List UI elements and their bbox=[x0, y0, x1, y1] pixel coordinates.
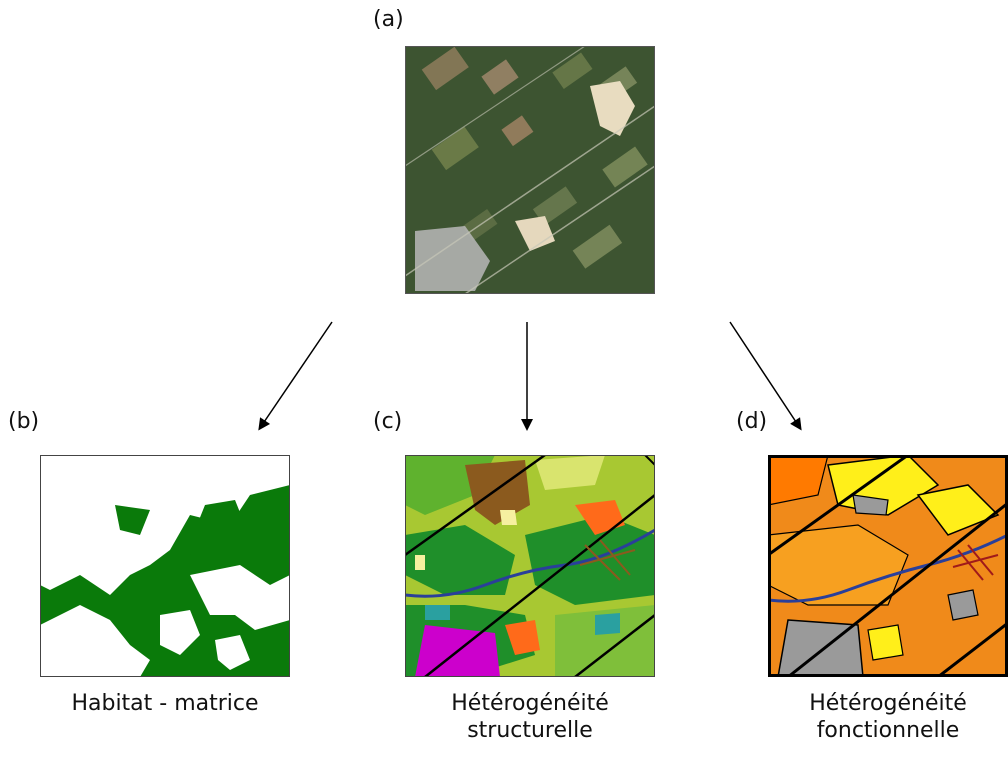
arrow-to-b bbox=[258, 321, 333, 431]
caption-b-text: Habitat - matrice bbox=[71, 691, 259, 716]
functional-heterogeneity-map bbox=[768, 455, 1008, 677]
caption-d-line2: fonctionnelle bbox=[816, 718, 960, 743]
caption-c-line1: Hétérogénéité bbox=[451, 691, 609, 716]
caption-c: Hétérogénéité structurelle bbox=[405, 690, 655, 744]
habitat-matrix-map bbox=[40, 455, 290, 677]
panel-label-c: (c) bbox=[373, 409, 403, 434]
panel-label-a: (a) bbox=[373, 7, 404, 32]
structural-heterogeneity-map bbox=[405, 455, 655, 677]
panel-label-d: (d) bbox=[736, 409, 768, 434]
arrow-to-d bbox=[729, 321, 802, 431]
panel-label-b: (b) bbox=[8, 409, 40, 434]
caption-d: Hétérogénéité fonctionnelle bbox=[768, 690, 1008, 744]
caption-c-line2: structurelle bbox=[467, 718, 593, 743]
caption-b: Habitat - matrice bbox=[40, 690, 290, 717]
caption-d-line1: Hétérogénéité bbox=[809, 691, 967, 716]
satellite-image bbox=[405, 46, 655, 294]
